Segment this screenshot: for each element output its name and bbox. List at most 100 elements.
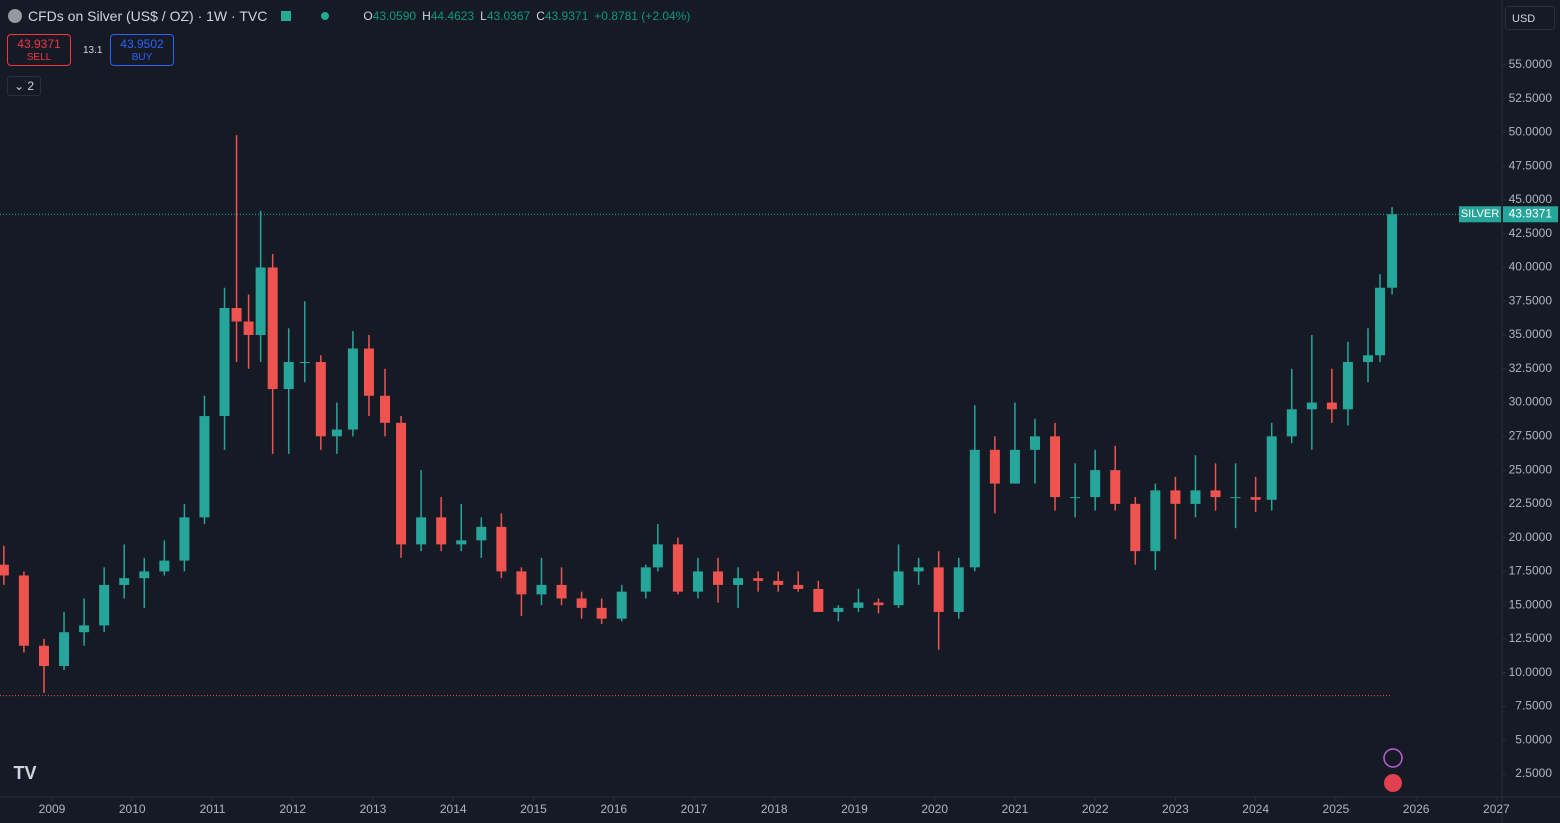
logo: TV — [13, 763, 36, 783]
y-tick-label: 2.5000 — [1515, 766, 1552, 780]
candle-body — [1130, 503, 1141, 552]
candle-body — [255, 267, 266, 336]
x-tick-label: 2019 — [841, 802, 868, 816]
candle-body — [1250, 497, 1261, 500]
candle-body — [496, 526, 507, 572]
candle-body — [536, 584, 547, 595]
candle-body — [347, 348, 358, 430]
buy-button[interactable]: 43.9502 BUY — [110, 34, 174, 66]
indicators-toggle[interactable]: ⌄ 2 — [7, 76, 42, 96]
candle-body — [1110, 470, 1121, 504]
ohlc-key: H — [422, 9, 431, 23]
candle-body — [1326, 402, 1337, 410]
x-tick-label: 2023 — [1162, 802, 1189, 816]
buy-label[interactable]: BUY — [131, 52, 153, 63]
candle-body — [576, 598, 587, 608]
x-tick-label: 2026 — [1403, 802, 1430, 816]
x-tick-label: 2016 — [600, 802, 627, 816]
y-tick-label: 50.0000 — [1509, 125, 1553, 139]
candle-body — [1190, 490, 1201, 504]
candle-body — [159, 560, 170, 572]
candle-body — [652, 544, 663, 568]
x-tick-label: 2020 — [921, 802, 948, 816]
candle-body — [38, 645, 49, 666]
candle-body — [873, 602, 884, 606]
ohlc-value: 43.0367 — [486, 9, 531, 23]
price-axis — [1502, 0, 1560, 823]
candle-body — [1150, 490, 1161, 552]
x-tick-label: 2014 — [440, 802, 467, 816]
candle-body — [1050, 436, 1061, 498]
candle-body — [1210, 490, 1221, 498]
candle-body — [396, 422, 407, 545]
symbol-icon — [8, 9, 22, 23]
candle-body — [556, 584, 567, 599]
candle-body — [753, 578, 764, 581]
x-tick-label: 2015 — [520, 802, 547, 816]
y-tick-label: 47.5000 — [1509, 158, 1553, 172]
x-tick-label: 2024 — [1242, 802, 1269, 816]
sell-button[interactable]: 43.9371 SELL — [7, 34, 71, 66]
y-tick-label: 20.0000 — [1509, 530, 1553, 544]
candle-body — [1230, 497, 1241, 499]
candle-body — [476, 526, 487, 541]
sell-label[interactable]: SELL — [26, 52, 52, 63]
y-tick-label: 55.0000 — [1509, 57, 1553, 71]
sell-price[interactable]: 43.9371 — [17, 37, 61, 51]
alert-icon[interactable] — [1383, 748, 1403, 768]
candle-body — [456, 540, 467, 545]
y-tick-label: 42.5000 — [1509, 226, 1553, 240]
candle-body — [299, 362, 310, 364]
candle-body — [793, 584, 804, 589]
flag-icon[interactable] — [1384, 774, 1402, 792]
y-tick-label: 37.5000 — [1509, 293, 1553, 307]
x-tick-label: 2011 — [200, 802, 226, 816]
y-tick-label: 5.0000 — [1515, 732, 1552, 746]
candle-body — [59, 632, 70, 666]
currency-select[interactable]: USD — [1505, 6, 1555, 30]
candle-body — [1029, 436, 1040, 450]
candle-body — [199, 416, 210, 518]
x-tick-label: 2022 — [1082, 802, 1109, 816]
x-tick-label: 2012 — [279, 802, 306, 816]
candle-body — [331, 429, 342, 437]
y-tick-label: 40.0000 — [1509, 260, 1553, 274]
ohlc-item: L43.0367 — [480, 9, 530, 23]
candle-body — [1266, 436, 1277, 500]
candle-body — [672, 544, 683, 592]
candle-body — [416, 517, 427, 545]
candle-body — [640, 567, 651, 592]
candle-body — [363, 348, 374, 396]
candle-body — [283, 362, 294, 390]
candle-body — [231, 307, 242, 322]
candle-body — [139, 571, 150, 579]
change: +0.8781 (+2.04%) — [594, 9, 691, 23]
candle-body — [1387, 214, 1398, 288]
x-tick-label: 2027 — [1483, 802, 1510, 816]
price-tag-name: SILVER — [1461, 208, 1499, 220]
indicator-count[interactable]: 2 — [27, 79, 35, 93]
candle-body — [953, 567, 964, 612]
y-tick-label: 15.0000 — [1509, 597, 1553, 611]
flag — [281, 11, 292, 21]
y-tick-label: 32.5000 — [1509, 361, 1553, 375]
status-dot — [321, 12, 330, 20]
candle-body — [773, 580, 784, 585]
ohlc-item: H44.4623 — [422, 9, 474, 23]
y-tick-label: 7.5000 — [1515, 699, 1552, 713]
candle-body — [1306, 402, 1317, 410]
candle-body — [733, 578, 744, 585]
symbol-title[interactable]: CFDs on Silver (US$ / OZ) · 1W · TVC — [28, 8, 268, 24]
ohlc-value: 43.0590 — [372, 9, 417, 23]
candle-body — [713, 571, 724, 585]
buy-price[interactable]: 43.9502 — [120, 37, 164, 51]
candle-body — [243, 321, 254, 336]
ohlc-key: O — [363, 9, 373, 23]
candle-body — [267, 267, 278, 390]
x-tick-label: 2013 — [360, 802, 387, 816]
candle-body — [813, 588, 824, 612]
candle-body — [179, 517, 190, 561]
candle-body — [18, 575, 29, 646]
candle-body — [969, 449, 980, 568]
